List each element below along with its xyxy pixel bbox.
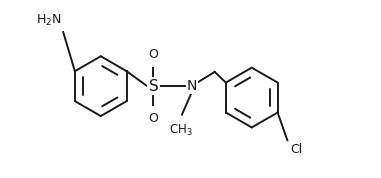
Text: O: O [149,112,158,125]
Text: S: S [149,79,158,94]
Text: O: O [149,48,158,61]
Text: CH$_3$: CH$_3$ [169,123,192,138]
Text: H$_2$N: H$_2$N [36,13,62,28]
Text: N: N [187,79,197,93]
Text: Cl: Cl [290,143,303,156]
